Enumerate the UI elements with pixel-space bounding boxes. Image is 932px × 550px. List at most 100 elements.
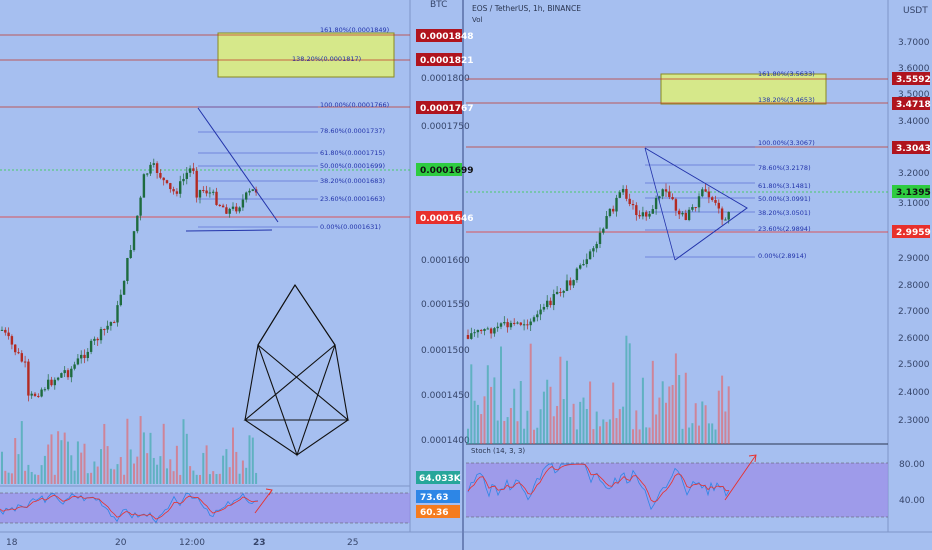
volume-bar [17, 454, 20, 484]
candle-body [516, 322, 519, 324]
candle-body [136, 215, 139, 232]
candle-body [185, 172, 188, 179]
volume-bar [684, 372, 687, 444]
candle-body [30, 393, 33, 396]
volume-bar [707, 423, 710, 444]
right-tick-3400: 3.4000 [898, 117, 930, 127]
candle-body [188, 168, 192, 173]
candle-body [99, 329, 103, 341]
candle-body [83, 354, 86, 359]
candle-body [40, 389, 43, 397]
left-candles [0, 158, 258, 402]
candle-body [27, 361, 30, 396]
left-badge-1646: 0.0001646 [420, 214, 474, 224]
volume-bar [166, 468, 168, 484]
volume-bar [93, 461, 96, 484]
right-fib-0: 0.00%(2.8914) [758, 252, 806, 260]
volume-bar [688, 427, 691, 444]
right-fib-78: 78.60%(3.2178) [758, 164, 811, 172]
candle-body [149, 164, 152, 174]
right-stoch-arrow [724, 454, 757, 501]
left-triangle-upper [197, 107, 279, 223]
volume-bar [668, 386, 671, 444]
volume-bar [83, 443, 86, 484]
candle-body [96, 338, 99, 341]
candle-body [549, 300, 552, 306]
left-time-1200: 12:00 [179, 538, 205, 548]
volume-bar [90, 472, 93, 484]
right-volume-bars [467, 335, 730, 444]
right-stoch-panel[interactable] [466, 454, 888, 518]
volume-bar [109, 468, 112, 484]
volume-bar [496, 420, 499, 444]
volume-bar [218, 473, 221, 484]
candle-body [585, 259, 588, 265]
volume-bar [608, 419, 611, 444]
candle-body [638, 215, 641, 217]
candle-body [202, 190, 205, 192]
candle-body [93, 338, 96, 341]
volume-bar [47, 444, 50, 484]
candle-body [575, 268, 579, 281]
right-triangle-left [644, 147, 676, 261]
right-triangle [644, 147, 748, 261]
left-price-plot[interactable] [0, 32, 410, 484]
candle-body [635, 205, 638, 216]
candle-body [559, 291, 562, 293]
left-price-axis: 0.0001800 0.0001750 0.0001600 0.0001550 … [421, 74, 470, 446]
volume-bar [694, 403, 697, 444]
volume-bar [562, 399, 565, 444]
candle-body [598, 232, 602, 244]
right-fib-38: 38.20%(3.0501) [758, 209, 811, 217]
left-currency-label: BTC [430, 0, 447, 10]
candle-body [17, 352, 20, 354]
volume-bar [34, 474, 36, 484]
candle-body [592, 248, 595, 252]
left-stoch-k-badge [416, 490, 460, 503]
right-stoch-tick-40: 40.00 [899, 496, 925, 506]
right-badge-29959: 2.9959 [896, 228, 931, 238]
candle-body [23, 361, 27, 363]
volume-bar [248, 435, 251, 484]
volume-bar [195, 474, 198, 484]
left-tick-1600: 0.0001600 [421, 256, 470, 266]
volume-bar [67, 441, 69, 484]
candle-body [513, 322, 516, 324]
candle-body [555, 291, 559, 295]
right-tick-2800: 2.8000 [898, 281, 930, 291]
volume-bar [698, 425, 700, 444]
volume-bar [139, 416, 142, 484]
candle-body [661, 189, 664, 197]
candle-body [615, 197, 618, 212]
volume-bar [182, 419, 185, 484]
right-stoch-tick-80: 80.00 [899, 460, 925, 470]
volume-bar [579, 401, 582, 444]
candle-body [595, 243, 598, 249]
volume-bar [655, 414, 658, 444]
right-badge-31395: 3.1395 [896, 188, 931, 198]
candle-body [109, 322, 113, 326]
volume-bar [714, 429, 717, 444]
volume-bar [470, 364, 473, 444]
candle-body [245, 192, 248, 200]
volume-bar [129, 449, 132, 484]
right-chart-title: EOS / TetherUS, 1h, BINANCE [472, 4, 581, 13]
left-stoch-panel[interactable] [0, 488, 410, 524]
volume-bar [228, 467, 231, 484]
right-price-plot[interactable] [466, 73, 888, 444]
left-time-20: 20 [115, 538, 127, 548]
candle-body [625, 188, 628, 199]
volume-bar [701, 401, 704, 444]
candle-body [14, 344, 17, 353]
candle-body [56, 377, 60, 380]
candle-body [681, 212, 684, 215]
candle-body [539, 309, 542, 315]
candle-body [103, 329, 106, 331]
left-tick-1800: 0.0001800 [421, 74, 470, 84]
volume-bar [172, 471, 175, 484]
left-time-axis: 18 20 12:00 23 25 [6, 538, 358, 548]
candle-body [658, 196, 661, 199]
candle-body [542, 306, 546, 310]
candle-body [605, 216, 608, 229]
